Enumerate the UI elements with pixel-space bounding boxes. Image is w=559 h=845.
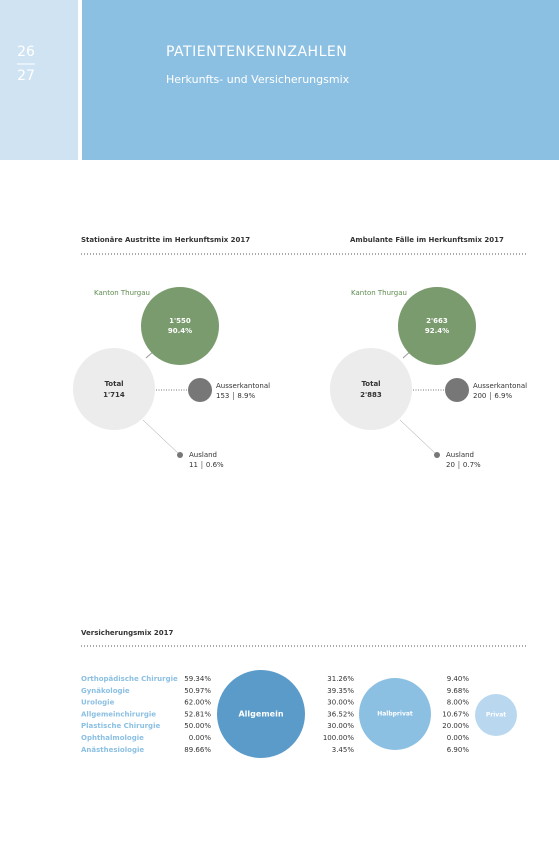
row-value: 9.68%	[447, 687, 470, 695]
main-percent: 90.4%	[168, 327, 192, 335]
section-title: Versicherungsmix 2017	[81, 629, 174, 637]
row-value: 6.90%	[447, 746, 470, 754]
ausser-percent: 6.9%	[494, 392, 512, 400]
ausser-bubble	[445, 378, 469, 402]
bubble-label: Privat	[486, 712, 506, 719]
row-value: 52.81%	[184, 710, 211, 718]
row-value: 50.97%	[184, 687, 211, 695]
row-value: 62.00%	[184, 699, 211, 707]
row-name: Gynäkologie	[81, 687, 130, 695]
row-value: 8.00%	[447, 699, 470, 707]
row-name: Orthopädische Chirurgie	[81, 675, 178, 683]
row-value: 0.00%	[189, 734, 212, 742]
main-bubble	[398, 287, 476, 365]
ausland-value: 11	[189, 461, 198, 469]
main-bubble	[141, 287, 219, 365]
ausser-value: 153	[216, 392, 229, 400]
insurance-bubble	[217, 670, 305, 758]
row-value: 3.45%	[332, 746, 355, 754]
ausser-value: 200	[473, 392, 486, 400]
row-value: 30.00%	[327, 722, 354, 730]
ausser-bubble	[188, 378, 212, 402]
row-value: 100.00%	[323, 734, 354, 742]
ausland-label: Ausland	[189, 451, 217, 459]
row-value: 30.00%	[327, 699, 354, 707]
row-value: 0.00%	[447, 734, 470, 742]
row-name: Plastische Chirurgie	[81, 722, 160, 730]
section-title: Stationäre Austritte im Herkunftsmix 201…	[81, 236, 250, 244]
main-value: 2'663	[426, 317, 448, 325]
ausser-label: Ausserkantonal	[473, 382, 527, 390]
ausland-percent: 0.6%	[206, 461, 224, 469]
total-label: Total	[104, 380, 123, 388]
row-name: Ophthalmologie	[81, 734, 144, 742]
bubble-label: Halbprivat	[377, 711, 413, 718]
main-value: 1'550	[169, 317, 191, 325]
row-name: Urologie	[81, 699, 115, 707]
row-value: 59.34%	[184, 675, 211, 683]
ausland-label: Ausland	[446, 451, 474, 459]
main-label: Kanton Thurgau	[94, 289, 150, 297]
ausland-bubble	[434, 452, 440, 458]
row-name: Allgemeinchirurgie	[81, 710, 156, 718]
page-title: PATIENTENKENNZAHLEN	[166, 44, 347, 60]
main-label: Kanton Thurgau	[351, 289, 407, 297]
header-left	[0, 0, 78, 160]
bubble-label: Allgemein	[238, 710, 283, 719]
main-percent: 92.4%	[425, 327, 449, 335]
header-right	[82, 0, 559, 160]
section-title: Ambulante Fälle im Herkunftsmix 2017	[350, 236, 504, 244]
ausland-value: 20	[446, 461, 455, 469]
connector	[142, 419, 181, 456]
row-name: Anästhesiologie	[81, 746, 144, 754]
total-bubble	[73, 348, 155, 430]
total-value: 1'714	[103, 391, 125, 399]
page-number: 26	[17, 44, 35, 60]
connector	[399, 419, 438, 456]
ausland-bubble	[177, 452, 183, 458]
ausser-label: Ausserkantonal	[216, 382, 270, 390]
row-value: 9.40%	[447, 675, 470, 683]
page-number: 27	[17, 68, 35, 84]
insurance-bubble	[359, 678, 431, 750]
row-value: 39.35%	[327, 687, 354, 695]
total-label: Total	[361, 380, 380, 388]
row-value: 31.26%	[327, 675, 354, 683]
total-value: 2'883	[360, 391, 382, 399]
row-value: 20.00%	[442, 722, 469, 730]
row-value: 89.66%	[184, 746, 211, 754]
row-value: 50.00%	[184, 722, 211, 730]
page-subtitle: Herkunfts- und Versicherungsmix	[166, 73, 350, 86]
ausland-percent: 0.7%	[463, 461, 481, 469]
insurance-bubble	[475, 694, 517, 736]
row-value: 10.67%	[442, 710, 469, 718]
total-bubble	[330, 348, 412, 430]
row-value: 36.52%	[327, 710, 354, 718]
ausser-percent: 8.9%	[237, 392, 255, 400]
